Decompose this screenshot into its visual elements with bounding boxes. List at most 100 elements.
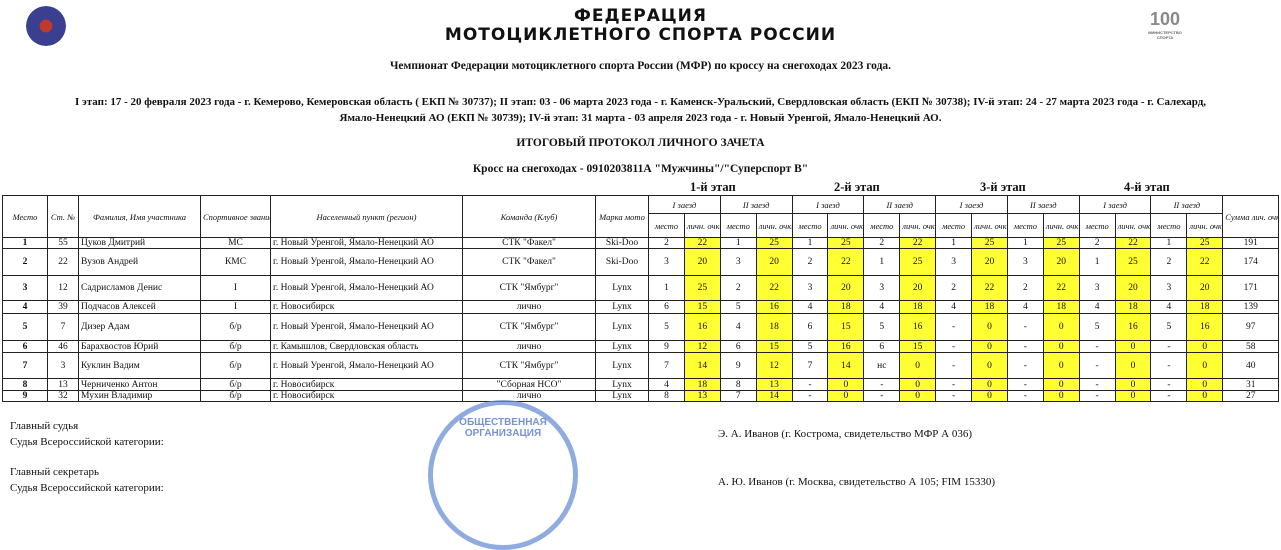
cell-total: 31: [1222, 378, 1280, 391]
cell-position: 3: [1150, 275, 1188, 301]
cell-city: г. Новосибирск: [270, 300, 463, 314]
col-race-3: I заезд: [791, 195, 865, 214]
cell-position: 1: [719, 237, 757, 249]
cell-position: 4: [791, 300, 829, 314]
cell-city: г. Новый Уренгой, Ямало-Ненецкий АО: [270, 313, 463, 341]
col-race-4: II заезд: [863, 195, 937, 214]
cell-points: 22: [755, 275, 793, 301]
cell-rank: КМС: [200, 248, 271, 276]
col-race-5: I заезд: [935, 195, 1008, 214]
cell-points: 20: [1186, 275, 1224, 301]
cell-team: лично: [462, 300, 596, 314]
cell-number: 46: [47, 340, 79, 353]
cell-points: 14: [683, 352, 721, 379]
cell-points: 16: [683, 313, 721, 341]
col-race-2: II заезд: [719, 195, 793, 214]
cell-points: 0: [971, 313, 1008, 341]
cell-moto: Ski-Doo: [595, 237, 649, 249]
cell-position: 2: [719, 275, 757, 301]
cell-points: 25: [683, 275, 721, 301]
col-rank: Спортивное звание/разряд: [200, 195, 271, 238]
cell-position: -: [1078, 340, 1116, 353]
cell-position: 4: [1006, 300, 1044, 314]
cell-points: 20: [1114, 275, 1152, 301]
cell-points: 0: [1042, 340, 1080, 353]
cell-place: 4: [2, 300, 48, 314]
cell-position: -: [863, 378, 901, 391]
cell-points: 0: [1042, 313, 1080, 341]
mfr-logo: [26, 6, 66, 46]
cell-number: 39: [47, 300, 79, 314]
cell-points: 20: [683, 248, 721, 276]
cell-position: 7: [719, 390, 757, 402]
cell-moto: Lynx: [595, 275, 649, 301]
cell-position: 5: [648, 313, 685, 341]
cell-points: 20: [755, 248, 793, 276]
cell-position: 5: [863, 313, 901, 341]
cell-total: 27: [1222, 390, 1280, 402]
cell-points: 20: [899, 275, 937, 301]
cell-rank: б/р: [200, 390, 271, 402]
championship-title: Чемпионат Федерации мотоциклетного спорт…: [389, 60, 892, 72]
col-race-1: I заезд: [648, 195, 721, 214]
cell-points: 0: [1042, 352, 1080, 379]
stage-3-label: 3-й этап: [980, 180, 1026, 194]
stage-1-label: 1-й этап: [690, 180, 736, 194]
cell-name: Барахвостов Юрий: [78, 340, 201, 353]
cell-name: Черниченко Антон: [78, 378, 201, 391]
cell-points: 0: [1114, 390, 1152, 402]
cell-points: 18: [827, 300, 865, 314]
cell-points: 18: [971, 300, 1008, 314]
cell-points: 0: [1114, 340, 1152, 353]
cell-points: 25: [899, 248, 937, 276]
cell-position: 6: [791, 313, 829, 341]
cell-position: 6: [863, 340, 901, 353]
cell-position: 4: [1078, 300, 1116, 314]
cell-position: 9: [648, 340, 685, 353]
cell-team: СТК "Факел": [462, 248, 596, 276]
cell-points: 0: [899, 352, 937, 379]
cell-place: 6: [2, 340, 48, 353]
cell-moto: Lynx: [595, 300, 649, 314]
table-row: 1 55 Цуков Дмитрий МС г. Новый Уренгой, Ямал…: [2, 237, 1280, 249]
cell-position: нс: [863, 352, 901, 379]
cell-points: 0: [1042, 390, 1080, 402]
cell-position: -: [1006, 378, 1044, 391]
cell-name: Дизер Адам: [78, 313, 201, 341]
cell-rank: б/р: [200, 340, 271, 353]
secretary-title: Главный секретарь: [10, 466, 99, 478]
cell-points: 25: [1114, 248, 1152, 276]
federation-title-line2: МОТОЦИКЛЕТНОГО СПОРТА РОССИИ: [444, 25, 837, 45]
cell-points: 12: [755, 352, 793, 379]
judge-name: Э. А. Иванов (г. Кострома, свидетельство…: [718, 428, 973, 440]
judge-category: Судья Всероссийской категории:: [10, 436, 164, 448]
cell-number: 3: [47, 352, 79, 379]
col-position: место: [648, 213, 685, 238]
col-points: личн. очки: [899, 213, 937, 238]
cell-position: -: [1150, 390, 1188, 402]
cell-points: 18: [1114, 300, 1152, 314]
col-position: место: [1150, 213, 1188, 238]
table-row: 2 22 Вузов Андрей КМС г. Новый Уренгой, Ямал…: [2, 248, 1280, 276]
cell-position: -: [935, 352, 973, 379]
cell-position: -: [863, 390, 901, 402]
cell-position: -: [1006, 313, 1044, 341]
col-points: личн. очки: [683, 213, 721, 238]
secretary-category: Судья Всероссийской категории:: [10, 482, 164, 494]
cell-position: 1: [935, 237, 973, 249]
table-row: 6 46 Барахвостов Юрий б/р г. Камышлов, Сверд…: [2, 340, 1280, 353]
cell-team: лично: [462, 340, 596, 353]
cell-points: 15: [755, 340, 793, 353]
cell-points: 16: [755, 300, 793, 314]
cell-points: 16: [1186, 313, 1224, 341]
col-position: место: [719, 213, 757, 238]
cell-position: -: [935, 313, 973, 341]
stages-line1: I этап: 17 - 20 февраля 2023 года - г. К…: [74, 96, 1207, 108]
cell-total: 40: [1222, 352, 1280, 379]
cell-points: 22: [971, 275, 1008, 301]
cell-place: 3: [2, 275, 48, 301]
cell-number: 22: [47, 248, 79, 276]
cell-points: 0: [899, 390, 937, 402]
